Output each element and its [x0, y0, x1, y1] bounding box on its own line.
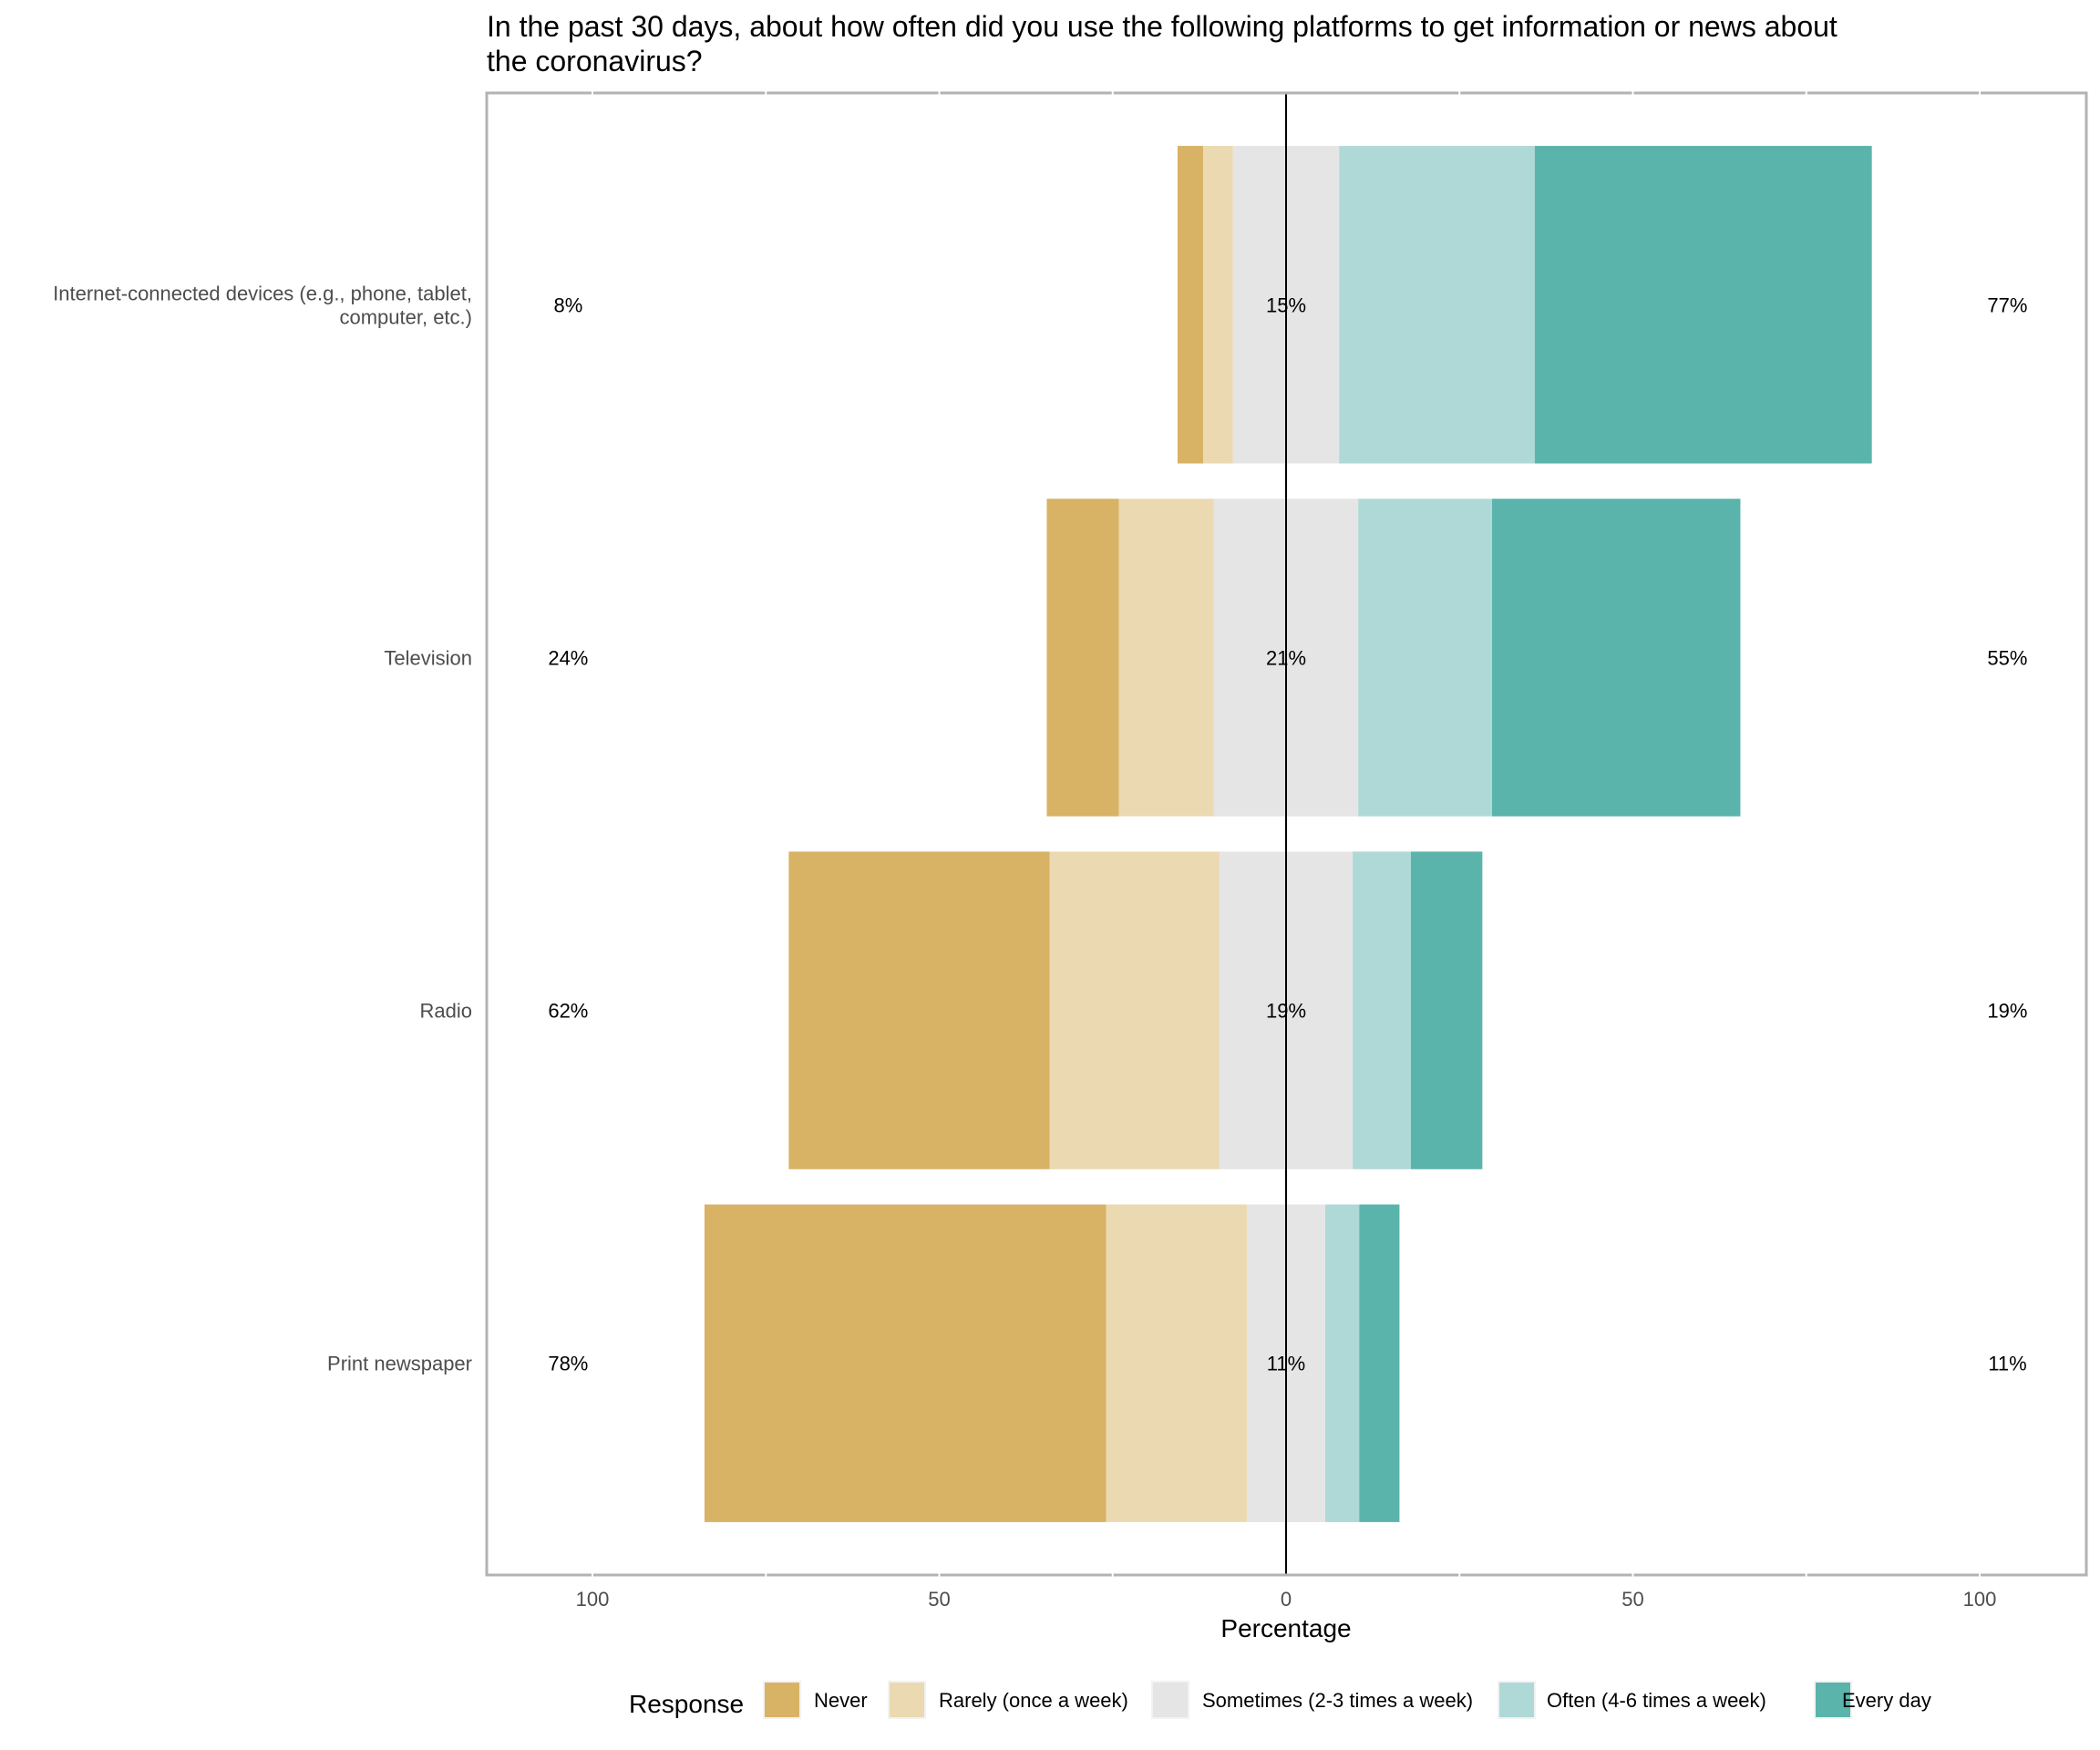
legend: Response Never Rarely (once a week) Someti… [629, 1681, 1931, 1719]
bar-segment-rarely [1118, 499, 1214, 817]
percent-label-left: 24% [548, 646, 588, 669]
legend-label: Never [814, 1689, 868, 1712]
bar-segment-never [1177, 146, 1204, 464]
percent-label-right: 11% [1988, 1353, 2026, 1375]
bar-segment-often [1353, 851, 1411, 1169]
bar-segment-every [1410, 851, 1483, 1169]
percent-label-center: 15% [1266, 293, 1306, 316]
percent-label-left: 62% [548, 1000, 588, 1023]
legend-swatch-never [765, 1683, 799, 1717]
percent-label-right: 19% [1987, 1000, 2027, 1023]
y-axis-label-line: Internet-connected devices (e.g., phone,… [53, 282, 472, 304]
percent-label-center: 11% [1267, 1353, 1305, 1375]
y-axis-label: Radio [420, 1000, 472, 1023]
y-axis-label: Print newspaper [327, 1353, 472, 1375]
percent-label-right: 55% [1987, 646, 2027, 669]
legend-label: Sometimes (2-3 times a week) [1202, 1689, 1473, 1712]
y-axis-label-line: computer, etc.) [339, 305, 472, 328]
x-axis-ticks: 100 50 0 50 100 [576, 1588, 1997, 1611]
percent-label-right: 77% [1987, 293, 2027, 316]
legend-label: Often (4-6 times a week) [1547, 1689, 1766, 1712]
legend-swatch-rarely [890, 1683, 924, 1717]
legend-swatch-often [1499, 1683, 1534, 1717]
panel-border [485, 91, 2088, 1577]
x-tick-label: 0 [1281, 1588, 1292, 1611]
bar-segment-every [1359, 1204, 1400, 1522]
bar-segment-never [704, 1204, 1107, 1522]
percent-label-center: 21% [1266, 646, 1306, 669]
bar-segment-every [1492, 499, 1741, 817]
y-axis-labels: Internet-connected devices (e.g., phone,… [53, 282, 472, 1374]
bar-segment-rarely [1203, 146, 1233, 464]
percent-label-center: 19% [1266, 1000, 1306, 1023]
x-axis-title: Percentage [1220, 1614, 1351, 1642]
legend-label: Every day [1842, 1689, 1931, 1712]
x-tick-label: 100 [1963, 1588, 1997, 1611]
y-axis-label-line: Print newspaper [327, 1353, 472, 1375]
legend-swatch-every [1816, 1683, 1850, 1717]
y-axis-label-line: Radio [420, 1000, 472, 1023]
x-tick-label: 50 [1621, 1588, 1643, 1611]
legend-swatch-sometimes [1153, 1683, 1188, 1717]
y-axis-label: Internet-connected devices (e.g., phone,… [53, 282, 472, 328]
bar-segment-often [1339, 146, 1535, 464]
bar-segment-never [1046, 499, 1119, 817]
bar-segment-never [788, 851, 1050, 1169]
bar-segment-often [1324, 1204, 1360, 1522]
x-tick-label: 100 [576, 1588, 610, 1611]
percent-label-left: 8% [553, 293, 582, 316]
bars [704, 146, 1872, 1522]
percent-label-left: 78% [548, 1353, 588, 1375]
x-tick-label: 50 [928, 1588, 950, 1611]
bar-segment-rarely [1049, 851, 1220, 1169]
y-axis-label: Television [384, 646, 472, 669]
bar-segment-often [1358, 499, 1493, 817]
legend-label: Rarely (once a week) [939, 1689, 1128, 1712]
y-axis-label-line: Television [384, 646, 472, 669]
bar-segment-every [1534, 146, 1872, 464]
legend-title: Response [629, 1690, 744, 1718]
percent-labels: 8% 15% 77% 24% 21% 55% 62% 19% 19% 78% 11% 11% [548, 293, 2027, 1374]
chart-title: In the past 30 days, about how often did… [487, 10, 1838, 77]
bar-segment-rarely [1106, 1204, 1248, 1522]
